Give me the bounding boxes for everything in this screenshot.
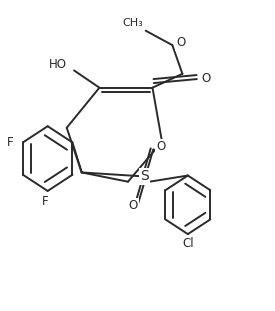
Text: HO: HO (49, 58, 67, 71)
Text: O: O (177, 36, 186, 49)
Text: CH₃: CH₃ (123, 18, 144, 28)
Text: O: O (156, 140, 166, 153)
Text: Cl: Cl (182, 237, 194, 250)
Text: F: F (42, 195, 48, 208)
Text: F: F (7, 136, 14, 149)
Text: S: S (140, 169, 149, 183)
Text: O: O (128, 199, 137, 212)
Text: O: O (202, 72, 211, 85)
